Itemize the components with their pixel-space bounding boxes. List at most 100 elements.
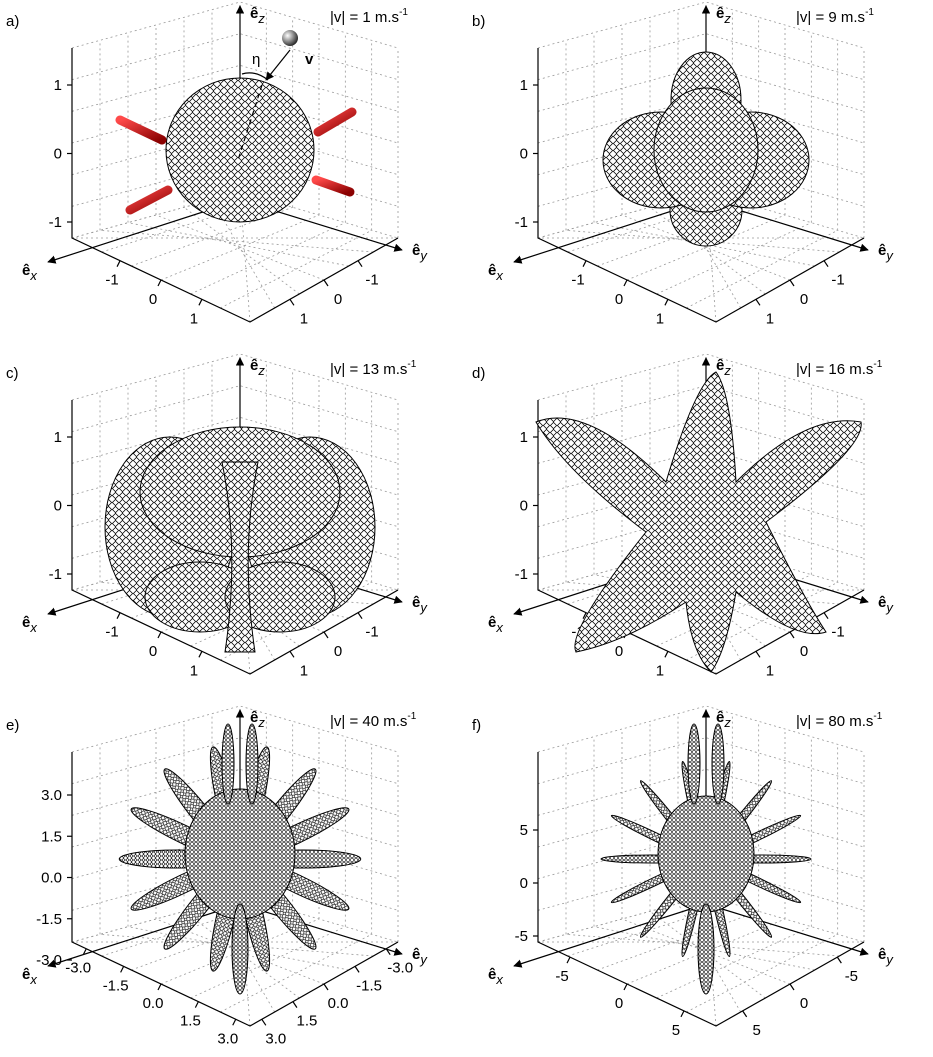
- y-tick-label: 0: [334, 643, 342, 660]
- axis-label: êx: [22, 262, 37, 283]
- grid-line: [677, 199, 742, 309]
- surface-part: [221, 723, 235, 805]
- y-tick-label: -1: [831, 624, 844, 641]
- grid-line: [211, 199, 276, 309]
- y-tick: [385, 948, 391, 956]
- grid-line: [565, 229, 840, 253]
- grid-line: [239, 191, 251, 323]
- grid-line: [71, 33, 399, 81]
- surface: [600, 723, 812, 995]
- y-axis: [705, 903, 869, 956]
- grid-line: [220, 933, 372, 1013]
- surface: [104, 426, 376, 653]
- axis-hat: ê: [22, 262, 30, 279]
- x-tick: [582, 260, 587, 267]
- x-tick-label: -1.5: [103, 977, 129, 994]
- axis-hat: ê: [716, 709, 724, 726]
- grid-line: [183, 911, 300, 999]
- axis-sub: y: [419, 600, 428, 615]
- x-tick-label: 1: [190, 310, 198, 327]
- y-tick-label: -1.5: [356, 977, 382, 994]
- axis-hat: ê: [488, 614, 496, 631]
- y-tick: [357, 260, 363, 268]
- x-tick-label: 1.5: [180, 1013, 201, 1030]
- z-tick-label: 0: [520, 146, 528, 163]
- x-tick-label: -3.0: [65, 960, 91, 977]
- x-tick: [198, 299, 203, 306]
- particle: [282, 30, 298, 46]
- grid-line: [190, 222, 346, 295]
- axis-label: êz: [716, 357, 731, 378]
- z-tick-label: 0: [54, 146, 62, 163]
- axis-hat: ê: [716, 5, 724, 22]
- axis-label: êy: [878, 946, 894, 967]
- y-tick-label: 5: [752, 1022, 760, 1039]
- y-tick-label: 1: [766, 662, 774, 679]
- axis-hat: ê: [716, 357, 724, 374]
- x-tick-label: -1: [571, 272, 584, 289]
- axis-label: êy: [878, 242, 894, 263]
- grid-line: [183, 207, 300, 295]
- axis-label: êx: [488, 262, 503, 283]
- speed-exponent: -1: [399, 7, 408, 18]
- x-tick: [157, 631, 162, 639]
- speed-text: |v| = 40 m.s: [330, 713, 407, 730]
- axis-sub: y: [419, 248, 428, 263]
- axis-label: êz: [250, 709, 265, 730]
- axis-hat: ê: [22, 966, 30, 983]
- surface-part: [697, 903, 715, 995]
- axis-sub: x: [495, 620, 503, 635]
- axis-hat: ê: [250, 709, 258, 726]
- panel-label: b): [472, 13, 485, 30]
- axis-hat: ê: [488, 262, 496, 279]
- y-tick: [789, 983, 795, 991]
- speed-exponent: -1: [873, 711, 882, 722]
- z-tick-label: 5: [520, 822, 528, 839]
- grid-line: [220, 229, 372, 309]
- z-tick-label: 1: [54, 77, 62, 94]
- z-tick-label: 0: [520, 875, 528, 892]
- speed-exponent: -1: [873, 359, 882, 370]
- axis-label: êz: [250, 5, 265, 26]
- axis-sub: z: [723, 715, 731, 730]
- y-tick-label: 1.5: [296, 1013, 317, 1030]
- grid-line: [211, 903, 276, 1013]
- y-tick-label: 0: [800, 995, 808, 1012]
- y-tick-label: 1: [766, 310, 774, 327]
- grid-line: [99, 933, 374, 957]
- surface-part: [221, 461, 259, 653]
- axis-hat: ê: [878, 946, 886, 963]
- x-tick: [157, 279, 162, 287]
- grid-line: [656, 926, 812, 999]
- grid-line: [686, 933, 838, 1013]
- grid-line: [565, 933, 840, 957]
- grid-line: [649, 911, 766, 999]
- y-tick: [836, 956, 842, 964]
- axis-hat: ê: [412, 946, 420, 963]
- speed-exponent: -1: [407, 359, 416, 370]
- x-tick-label: 1: [190, 662, 198, 679]
- grid-line: [649, 207, 766, 295]
- z-tick-label: 1.5: [41, 828, 62, 845]
- x-axis: [47, 903, 241, 968]
- surface: [118, 723, 362, 995]
- y-tick: [292, 1001, 298, 1008]
- z-tick-label: 1: [520, 429, 528, 446]
- x-tick-label: 5: [672, 1022, 680, 1039]
- z-tick-label: 0: [54, 498, 62, 515]
- axis-sub: y: [885, 248, 894, 263]
- y-tick-label: 0.0: [328, 995, 349, 1012]
- grid-line: [677, 551, 742, 661]
- axis-sub: z: [723, 363, 731, 378]
- axis-label: êx: [22, 966, 37, 987]
- speed-label: |v| = 13 m.s-1: [330, 359, 417, 378]
- y-tick-label: 0: [800, 643, 808, 660]
- surface: [165, 77, 315, 223]
- x-tick-label: 1: [656, 662, 664, 679]
- axis-sub: z: [257, 11, 265, 26]
- axis-label: êx: [488, 614, 503, 635]
- y-axis: [239, 903, 403, 956]
- grid-line: [537, 737, 865, 785]
- axis-label: êz: [716, 5, 731, 26]
